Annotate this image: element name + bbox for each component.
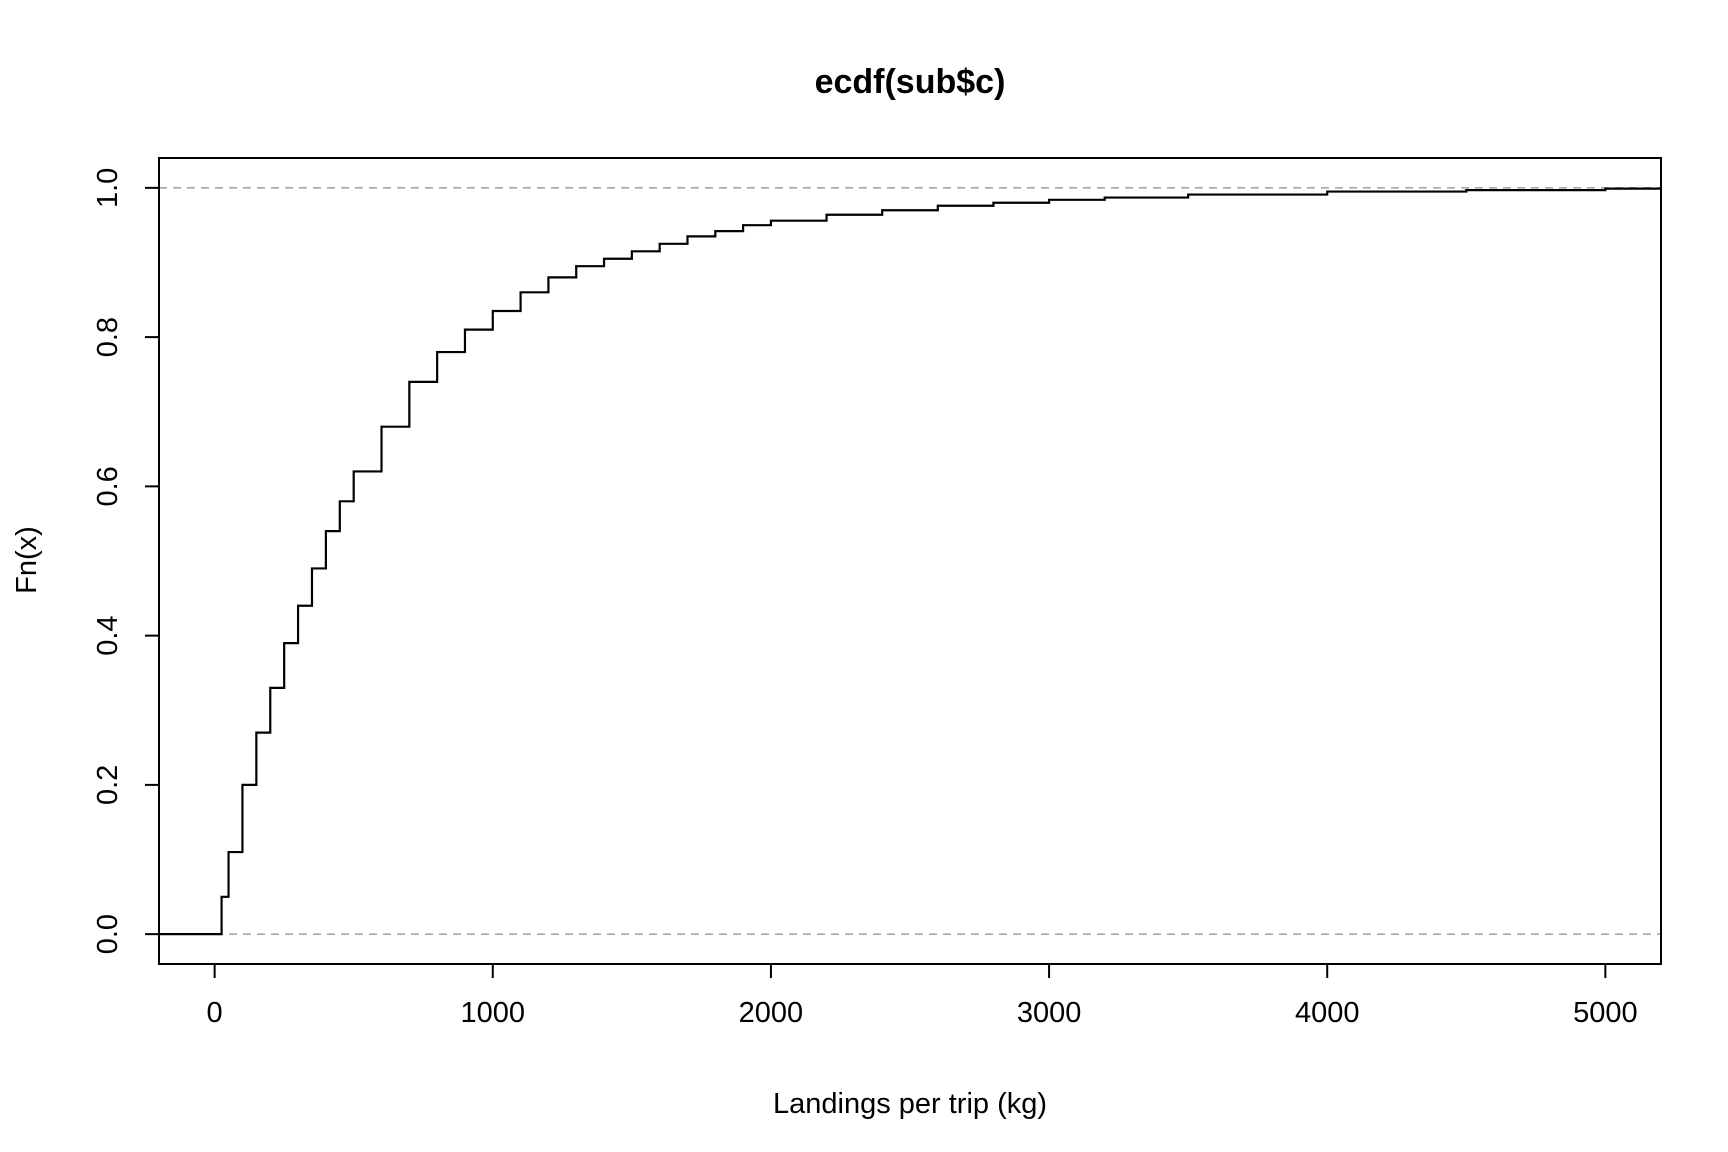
- chart-title: ecdf(sub$c): [815, 63, 1006, 101]
- y-axis-label: Fn(x): [11, 526, 43, 594]
- ecdf-series-line: [159, 187, 1661, 936]
- reference-lines: [159, 187, 1661, 935]
- y-tick-label-5: 1.0: [92, 168, 124, 208]
- y-axis: 0.0 0.2 0.4 0.6 0.8 1.0: [92, 168, 159, 954]
- data-layer: [159, 187, 1661, 936]
- x-axis: 0 1000 2000 3000 4000 5000: [207, 964, 1638, 1029]
- x-axis-label: Landings per trip (kg): [773, 1088, 1047, 1120]
- x-tick-label-1: 1000: [461, 997, 526, 1029]
- x-tick-label-2: 2000: [739, 997, 804, 1029]
- y-tick-label-0: 0.0: [92, 914, 124, 954]
- x-tick-label-5: 5000: [1573, 997, 1638, 1029]
- x-tick-label-3: 3000: [1017, 997, 1082, 1029]
- plot-frame: [158, 157, 1662, 965]
- y-tick-label-4: 0.8: [92, 317, 124, 357]
- y-tick-label-1: 0.2: [92, 765, 124, 805]
- y-tick-label-2: 0.4: [92, 615, 124, 655]
- y-tick-label-3: 0.6: [92, 466, 124, 506]
- x-tick-label-4: 4000: [1295, 997, 1360, 1029]
- x-tick-label-0: 0: [207, 997, 223, 1029]
